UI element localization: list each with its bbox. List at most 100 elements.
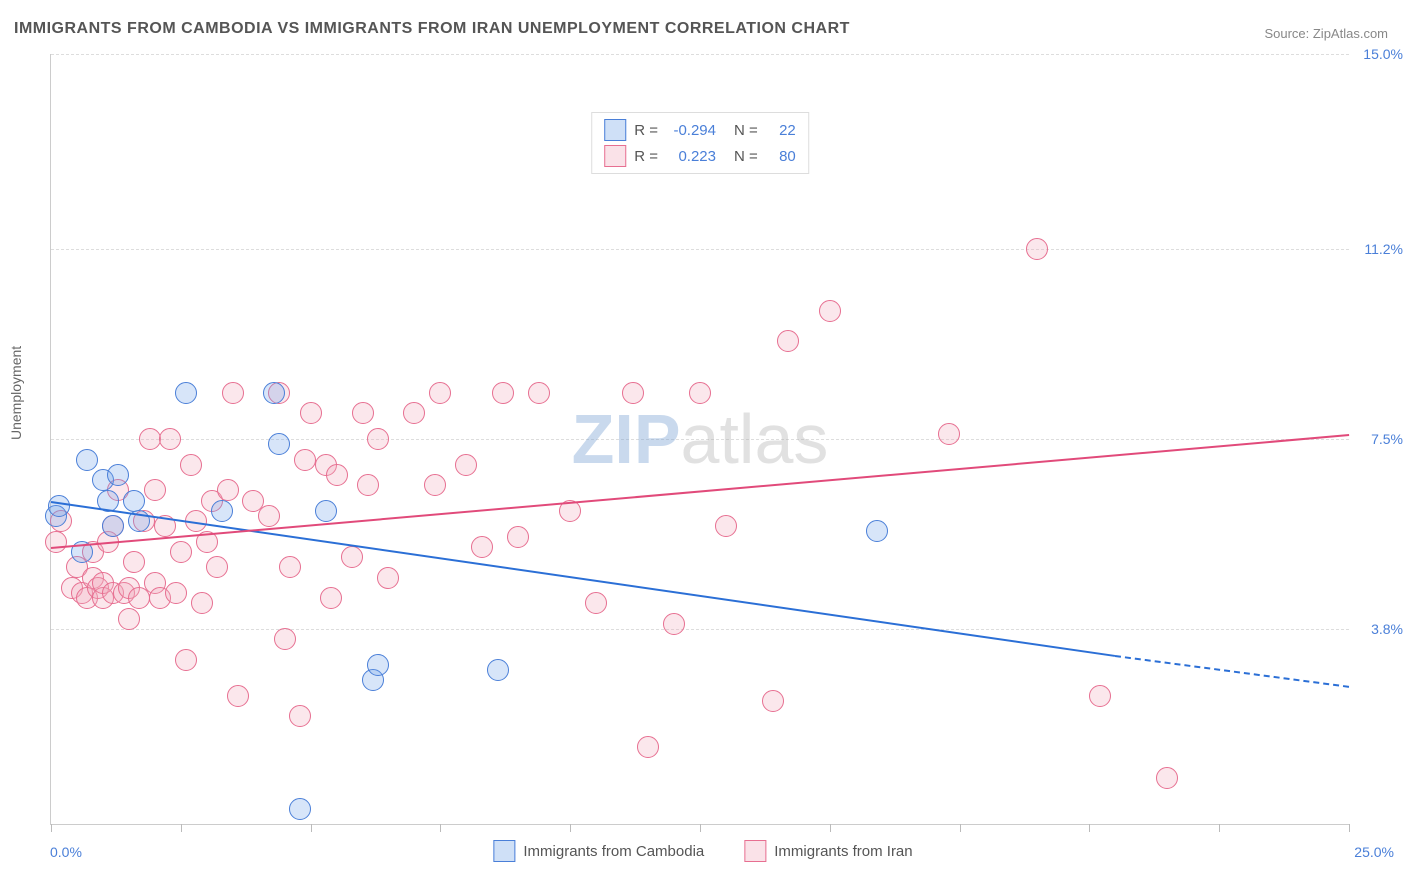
x-tick (1089, 824, 1090, 832)
x-origin-label: 0.0% (50, 844, 82, 860)
scatter-point-iran (367, 428, 389, 450)
iran-r-value: 0.223 (666, 148, 716, 165)
cambodia-n-value: 22 (766, 122, 796, 139)
scatter-point-iran (326, 464, 348, 486)
cambodia-r-value: -0.294 (666, 122, 716, 139)
gridline (51, 249, 1349, 250)
chart-container: IMMIGRANTS FROM CAMBODIA VS IMMIGRANTS F… (0, 0, 1406, 892)
scatter-point-cambodia (367, 654, 389, 676)
scatter-point-iran (585, 592, 607, 614)
scatter-point-iran (1089, 685, 1111, 707)
x-tick (960, 824, 961, 832)
y-axis-label: Unemployment (8, 346, 24, 440)
scatter-point-iran (424, 474, 446, 496)
scatter-point-iran (191, 592, 213, 614)
scatter-point-cambodia (289, 798, 311, 820)
scatter-point-iran (357, 474, 379, 496)
scatter-point-iran (663, 613, 685, 635)
scatter-point-cambodia (102, 515, 124, 537)
plot-area: ZIPatlas R = -0.294 N = 22 R = 0.223 N =… (50, 54, 1349, 825)
x-max-label: 25.0% (1354, 844, 1394, 860)
scatter-point-iran (1026, 238, 1048, 260)
scatter-point-iran (637, 736, 659, 758)
scatter-point-iran (170, 541, 192, 563)
scatter-point-iran (320, 587, 342, 609)
scatter-point-iran (528, 382, 550, 404)
scatter-point-cambodia (315, 500, 337, 522)
swatch-cambodia (493, 840, 515, 862)
scatter-point-iran (144, 479, 166, 501)
chart-title: IMMIGRANTS FROM CAMBODIA VS IMMIGRANTS F… (14, 20, 850, 38)
scatter-point-iran (294, 449, 316, 471)
scatter-point-iran (403, 402, 425, 424)
scatter-point-cambodia (268, 433, 290, 455)
scatter-point-iran (206, 556, 228, 578)
swatch-cambodia (604, 119, 626, 141)
scatter-point-cambodia (76, 449, 98, 471)
x-tick (1219, 824, 1220, 832)
scatter-point-iran (165, 582, 187, 604)
x-tick (51, 824, 52, 832)
x-tick (570, 824, 571, 832)
legend-label-cambodia: Immigrants from Cambodia (523, 843, 704, 860)
legend-item-iran: Immigrants from Iran (744, 840, 912, 862)
scatter-point-iran (762, 690, 784, 712)
x-tick (1349, 824, 1350, 832)
scatter-point-iran (159, 428, 181, 450)
stats-row-cambodia: R = -0.294 N = 22 (604, 117, 796, 143)
scatter-point-iran (118, 608, 140, 630)
y-tick-label: 3.8% (1371, 621, 1403, 637)
n-label: N = (734, 122, 758, 139)
scatter-point-cambodia (48, 495, 70, 517)
scatter-point-iran (377, 567, 399, 589)
scatter-point-iran (300, 402, 322, 424)
gridline (51, 439, 1349, 440)
scatter-point-iran (45, 531, 67, 553)
source-attribution: Source: ZipAtlas.com (1264, 26, 1388, 41)
scatter-point-iran (258, 505, 280, 527)
x-tick (830, 824, 831, 832)
y-tick-label: 7.5% (1371, 431, 1403, 447)
scatter-point-iran (227, 685, 249, 707)
legend-label-iran: Immigrants from Iran (774, 843, 912, 860)
x-tick (181, 824, 182, 832)
stats-legend: R = -0.294 N = 22 R = 0.223 N = 80 (591, 112, 809, 174)
scatter-point-iran (139, 428, 161, 450)
scatter-point-cambodia (487, 659, 509, 681)
scatter-point-cambodia (175, 382, 197, 404)
scatter-point-iran (715, 515, 737, 537)
y-tick-label: 11.2% (1364, 241, 1403, 257)
gridline (51, 54, 1349, 55)
scatter-point-cambodia (123, 490, 145, 512)
scatter-point-iran (455, 454, 477, 476)
scatter-point-iran (689, 382, 711, 404)
scatter-point-iran (471, 536, 493, 558)
scatter-point-iran (289, 705, 311, 727)
y-tick-label: 15.0% (1363, 46, 1403, 62)
scatter-point-iran (622, 382, 644, 404)
scatter-point-iran (222, 382, 244, 404)
trendline-cambodia (51, 501, 1116, 657)
scatter-point-iran (341, 546, 363, 568)
r-label: R = (634, 148, 658, 165)
iran-n-value: 80 (766, 148, 796, 165)
legend-item-cambodia: Immigrants from Cambodia (493, 840, 704, 862)
trendline-dash-cambodia (1115, 655, 1349, 688)
scatter-point-iran (507, 526, 529, 548)
scatter-point-cambodia (263, 382, 285, 404)
scatter-point-cambodia (866, 520, 888, 542)
scatter-point-iran (274, 628, 296, 650)
scatter-point-iran (217, 479, 239, 501)
r-label: R = (634, 122, 658, 139)
scatter-point-iran (938, 423, 960, 445)
scatter-point-iran (279, 556, 301, 578)
bottom-legend: Immigrants from Cambodia Immigrants from… (493, 840, 912, 862)
scatter-point-cambodia (211, 500, 233, 522)
stats-row-iran: R = 0.223 N = 80 (604, 143, 796, 169)
scatter-point-iran (352, 402, 374, 424)
scatter-point-iran (492, 382, 514, 404)
scatter-point-iran (429, 382, 451, 404)
n-label: N = (734, 148, 758, 165)
scatter-point-iran (777, 330, 799, 352)
scatter-point-iran (180, 454, 202, 476)
